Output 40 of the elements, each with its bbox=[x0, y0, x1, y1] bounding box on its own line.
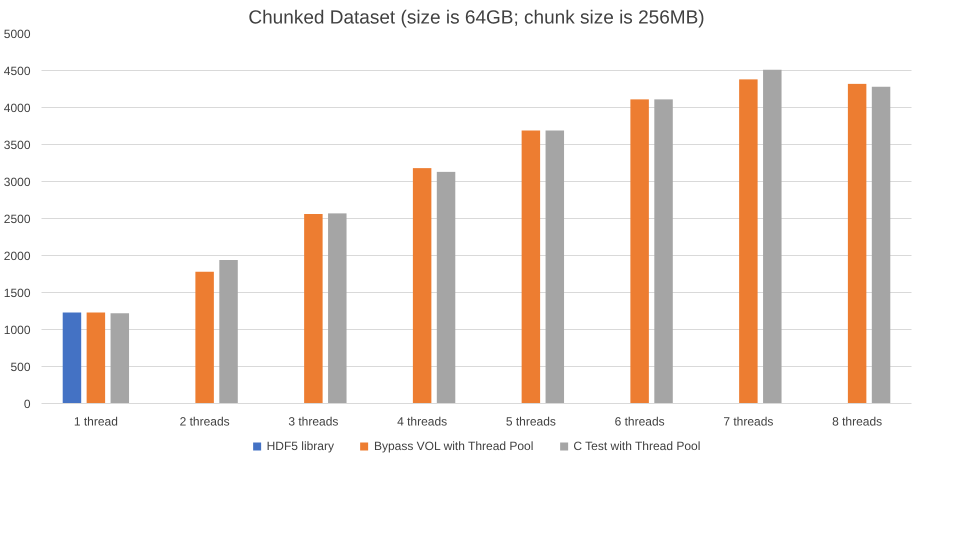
bar bbox=[110, 313, 130, 404]
x-tick-label: 5 threads bbox=[506, 414, 556, 428]
bar bbox=[195, 272, 214, 404]
y-tick-label: 1500 bbox=[4, 286, 31, 300]
bar bbox=[739, 79, 758, 404]
bar bbox=[654, 99, 673, 404]
bar bbox=[630, 99, 649, 404]
y-tick-label: 1000 bbox=[4, 323, 31, 337]
bar bbox=[546, 130, 564, 404]
bar bbox=[872, 86, 890, 404]
x-tick-label: 8 threads bbox=[832, 414, 882, 428]
bar bbox=[522, 130, 540, 404]
chart-title: Chunked Dataset (size is 64GB; chunk size is 256MB) bbox=[248, 8, 705, 28]
y-tick-label: 3000 bbox=[4, 175, 31, 189]
y-tick-label: 500 bbox=[10, 360, 31, 374]
x-tick-label: 6 threads bbox=[614, 414, 665, 428]
bar bbox=[304, 214, 323, 404]
bar bbox=[412, 168, 432, 404]
bar bbox=[328, 213, 347, 404]
x-tick-label: 2 threads bbox=[180, 414, 230, 428]
x-tick-label: 3 threads bbox=[288, 414, 338, 428]
bar bbox=[763, 70, 782, 404]
y-tick-label: 2000 bbox=[4, 249, 31, 263]
legend-label: C Test with Thread Pool bbox=[573, 439, 700, 453]
bar bbox=[848, 84, 866, 404]
y-tick-label: 4000 bbox=[4, 101, 31, 115]
bar bbox=[62, 312, 82, 404]
y-tick-label: 3500 bbox=[4, 138, 31, 152]
bar bbox=[219, 260, 238, 404]
bar bbox=[86, 312, 106, 404]
legend-label: Bypass VOL with Thread Pool bbox=[374, 439, 534, 453]
y-tick-label: 4500 bbox=[4, 64, 31, 78]
x-tick-label: 1 thread bbox=[74, 414, 118, 428]
y-tick-label: 2500 bbox=[4, 212, 31, 226]
y-tick-label: 0 bbox=[24, 397, 31, 411]
y-tick-label: 5000 bbox=[4, 27, 31, 41]
x-tick-label: 4 threads bbox=[397, 414, 448, 428]
legend-label: HDF5 library bbox=[266, 439, 334, 453]
bar bbox=[436, 172, 456, 404]
x-tick-label: 7 threads bbox=[723, 414, 774, 428]
